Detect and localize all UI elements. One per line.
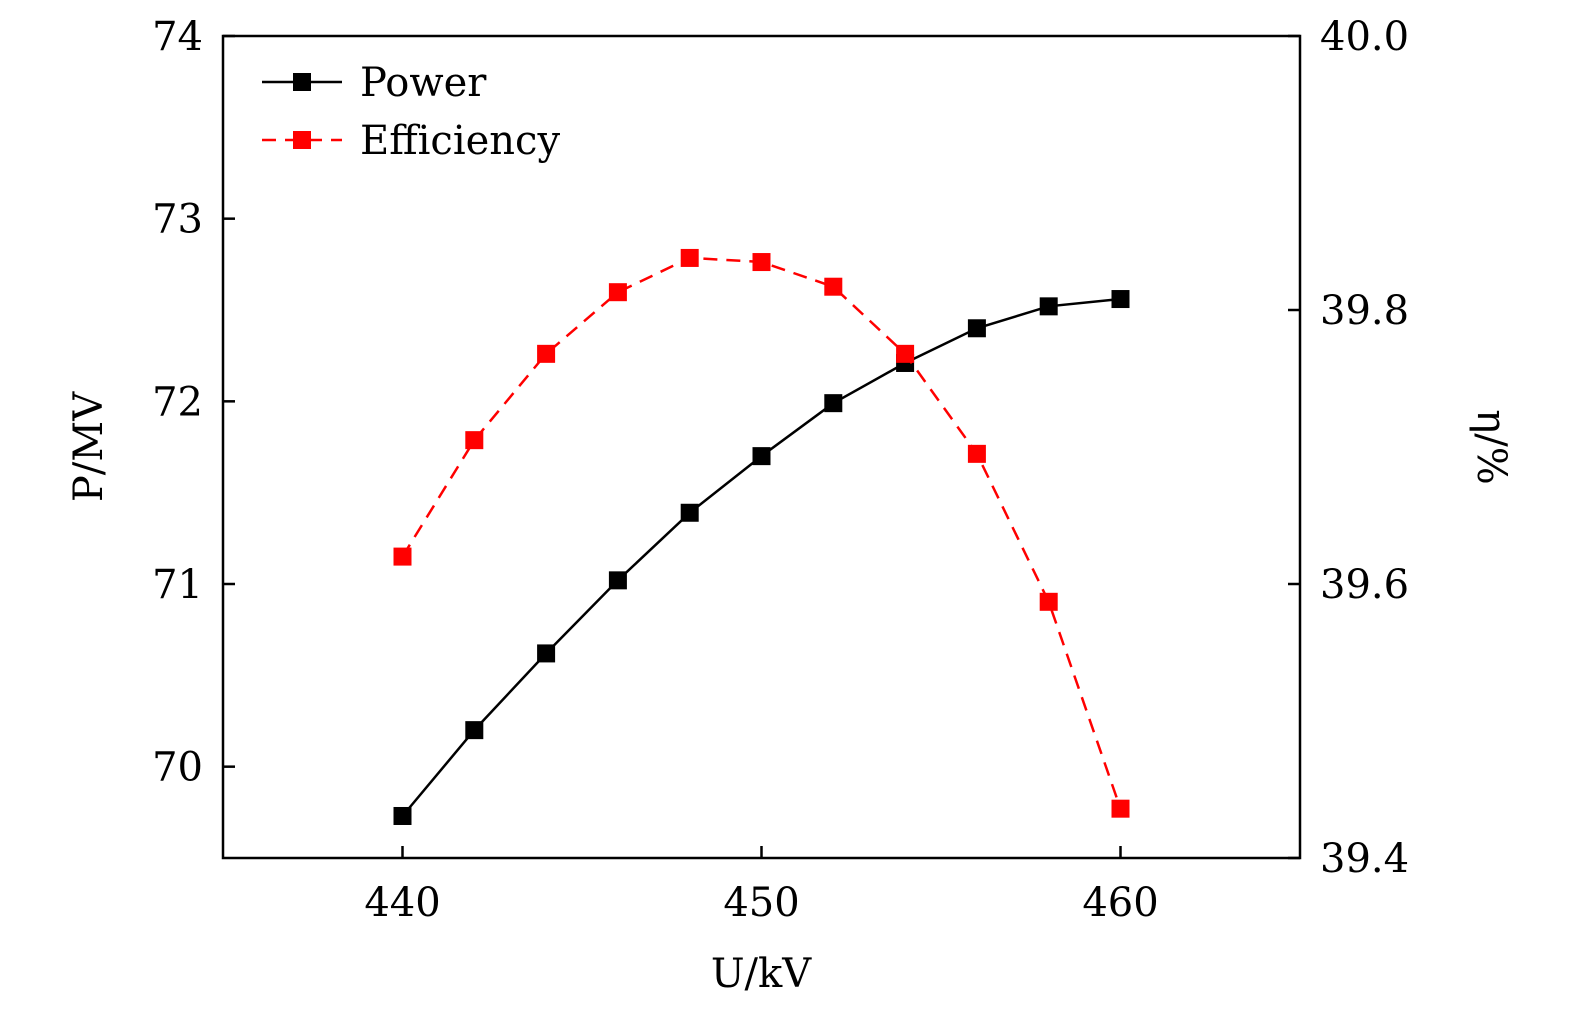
data-point-efficiency: [537, 344, 556, 363]
data-point-efficiency: [896, 344, 915, 363]
y-left-tick-label: 70: [152, 745, 203, 791]
series-layer: [393, 248, 1130, 825]
legend-marker: [293, 73, 311, 91]
data-point-power: [752, 447, 771, 466]
legend-item-power: Power: [262, 60, 487, 106]
data-point-power: [608, 571, 627, 590]
data-point-power: [824, 394, 843, 413]
y-axis-right-label: η/%: [1468, 409, 1514, 484]
y-left-tick-label: 72: [152, 379, 203, 425]
data-point-efficiency: [752, 253, 771, 272]
data-point-power: [393, 806, 412, 825]
data-point-efficiency: [1039, 592, 1058, 611]
data-point-efficiency: [1111, 799, 1130, 818]
x-tick-label: 450: [723, 880, 799, 926]
y-right-tick-label: 39.4: [1320, 836, 1409, 882]
y-left-tick-label: 71: [152, 562, 203, 608]
x-tick-label: 440: [364, 880, 440, 926]
y-right-tick-label: 39.6: [1320, 562, 1409, 608]
data-point-power: [1111, 290, 1130, 309]
y-right-tick-label: 39.8: [1320, 288, 1409, 334]
legend: Power Efficiency: [262, 60, 560, 164]
y-left-tick-label: 73: [152, 197, 203, 243]
data-point-power: [465, 721, 484, 740]
legend-label: Efficiency: [360, 118, 560, 164]
legend-item-efficiency: Efficiency: [262, 118, 560, 164]
series-line-power: [401, 297, 1121, 817]
data-point-efficiency: [680, 248, 699, 267]
data-point-efficiency: [608, 283, 627, 302]
data-point-power: [680, 503, 699, 522]
data-point-efficiency: [393, 547, 412, 566]
x-axis-label: U/kV: [711, 951, 812, 997]
y-left-tick-label: 74: [152, 14, 203, 60]
data-point-efficiency: [465, 431, 484, 450]
legend-marker: [293, 131, 311, 149]
ticks: 440 450 460 70 71 72 73 74 39.4 39.6 39.8 40.0: [152, 14, 1409, 926]
x-tick-label: 460: [1082, 880, 1158, 926]
y-axis-left-label: P/MV: [66, 391, 112, 502]
legend-label: Power: [360, 60, 487, 106]
data-point-power: [537, 644, 556, 663]
data-point-power: [1039, 297, 1058, 316]
data-point-power: [967, 319, 986, 338]
data-point-efficiency: [824, 277, 843, 296]
y-right-tick-label: 40.0: [1320, 14, 1409, 60]
series-line-efficiency: [401, 256, 1122, 810]
data-point-efficiency: [967, 444, 986, 463]
